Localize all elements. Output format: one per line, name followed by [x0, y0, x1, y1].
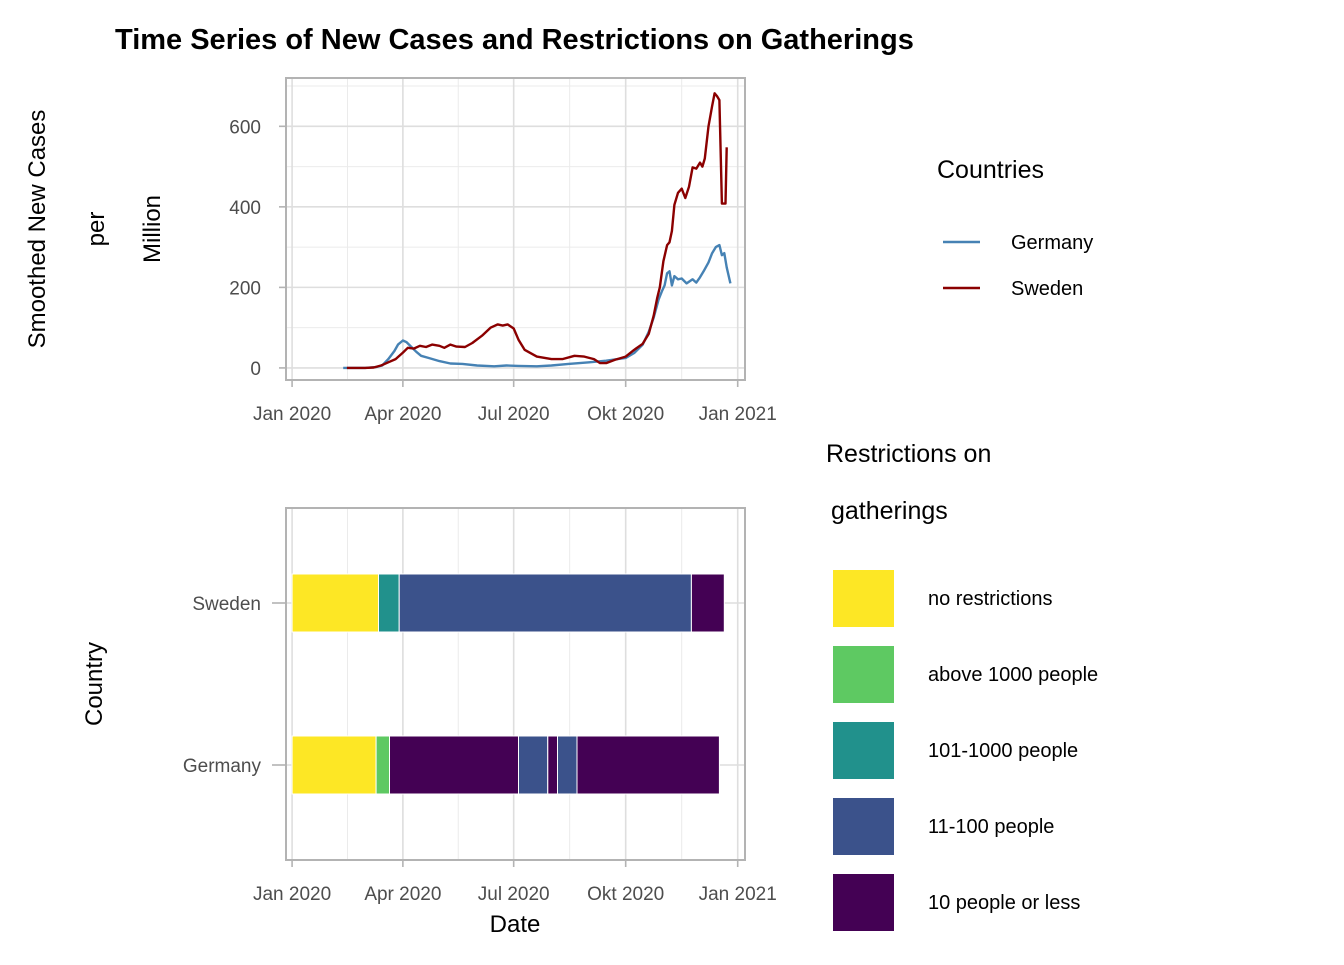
- bar-segment-sweden-11-100-people: [398, 573, 692, 633]
- legend-label-101-1000-people: 101-1000 people: [928, 740, 1078, 762]
- series-line-sweden: [346, 92, 728, 370]
- y-tick-label-germany: Germany: [183, 756, 262, 777]
- x-axis-title: Date: [490, 911, 541, 938]
- y-tick-label-sweden: Sweden: [192, 594, 261, 615]
- x-tick-label: Apr 2020: [364, 404, 441, 425]
- bar-segment-germany-above-1000-people: [375, 735, 391, 795]
- legend-label-above-1000-people: above 1000 people: [928, 664, 1098, 686]
- top-panel-border: [285, 77, 746, 381]
- legend-label-11-100-people: 11-100 people: [928, 816, 1054, 838]
- x-tick-label: Jan 2020: [253, 404, 331, 425]
- x-tick-label: Okt 2020: [587, 884, 664, 905]
- x-tick-label: Apr 2020: [364, 884, 441, 905]
- bar-segment-sweden-101-1000-people: [378, 573, 400, 633]
- y-tick-label: 0: [250, 359, 261, 380]
- bar-segment-germany-10-people-or-less: [576, 735, 720, 795]
- restrictions-legend-title-line-1: Restrictions on: [826, 440, 991, 468]
- countries-legend: Countries Germany Sweden: [937, 156, 1093, 300]
- bottom-y-axis-title: Country: [81, 642, 108, 726]
- countries-legend-title: Countries: [937, 156, 1044, 184]
- y-tick-label: 200: [229, 278, 261, 299]
- bottom-panel-gridlines: [286, 508, 745, 860]
- x-tick-label: Jan 2021: [699, 884, 777, 905]
- bar-segment-sweden-10-people-or-less: [690, 573, 725, 633]
- restrictions-legend-keys: no restrictions above 1000 people 101-1000…: [833, 570, 1098, 931]
- bar-segment-sweden-no-restrictions: [291, 573, 380, 633]
- legend-key-no-restrictions: [833, 570, 894, 627]
- series-line-germany: [343, 243, 732, 370]
- top-y-axis-title: Smoothed New Cases per Million: [24, 110, 166, 349]
- legend-key-11-100-people: [833, 798, 894, 855]
- top-panel-series: [343, 92, 732, 370]
- legend-label-10-people-or-less: 10 people or less: [928, 892, 1080, 914]
- legend-label-germany: Germany: [1011, 232, 1093, 254]
- restrictions-legend: Restrictions on gatherings no restrictio…: [826, 440, 1098, 931]
- x-tick-label: Jan 2020: [253, 884, 331, 905]
- top-panel-axes: Jan 2020 Apr 2020 Jul 2020 Okt 2020 Jan 2021…: [229, 117, 776, 425]
- x-tick-label: Jan 2021: [699, 404, 777, 425]
- y-axis-title-line-1: Smoothed New Cases: [24, 110, 51, 349]
- chart-title: Time Series of New Cases and Restriction…: [115, 24, 914, 56]
- bar-segment-germany-10-people-or-less: [547, 735, 558, 795]
- legend-key-101-1000-people: [833, 722, 894, 779]
- legend-key-10-people-or-less: [833, 874, 894, 931]
- bottom-panel-bars: [291, 573, 725, 795]
- x-tick-label: Jul 2020: [478, 884, 550, 905]
- y-tick-label: 400: [229, 198, 261, 219]
- y-axis-title-line-2: per: [83, 212, 110, 247]
- bar-segment-germany-11-100-people: [557, 735, 578, 795]
- bottom-panel-axes: Jan 2020 Apr 2020 Jul 2020 Okt 2020 Jan 2021…: [183, 594, 777, 905]
- bar-segment-germany-11-100-people: [518, 735, 549, 795]
- y-tick-label: 600: [229, 117, 261, 138]
- y-axis-title-line-3: Million: [139, 195, 166, 263]
- x-tick-label: Jul 2020: [478, 404, 550, 425]
- bar-segment-germany-10-people-or-less: [389, 735, 520, 795]
- bottom-panel-border: [285, 507, 746, 861]
- restrictions-legend-title-line-2: gatherings: [831, 497, 948, 525]
- legend-label-no-restrictions: no restrictions: [928, 588, 1053, 610]
- top-panel-gridlines: [286, 78, 745, 380]
- bar-segment-germany-no-restrictions: [291, 735, 377, 795]
- legend-label-sweden: Sweden: [1011, 278, 1083, 300]
- legend-key-above-1000-people: [833, 646, 894, 703]
- x-tick-label: Okt 2020: [587, 404, 664, 425]
